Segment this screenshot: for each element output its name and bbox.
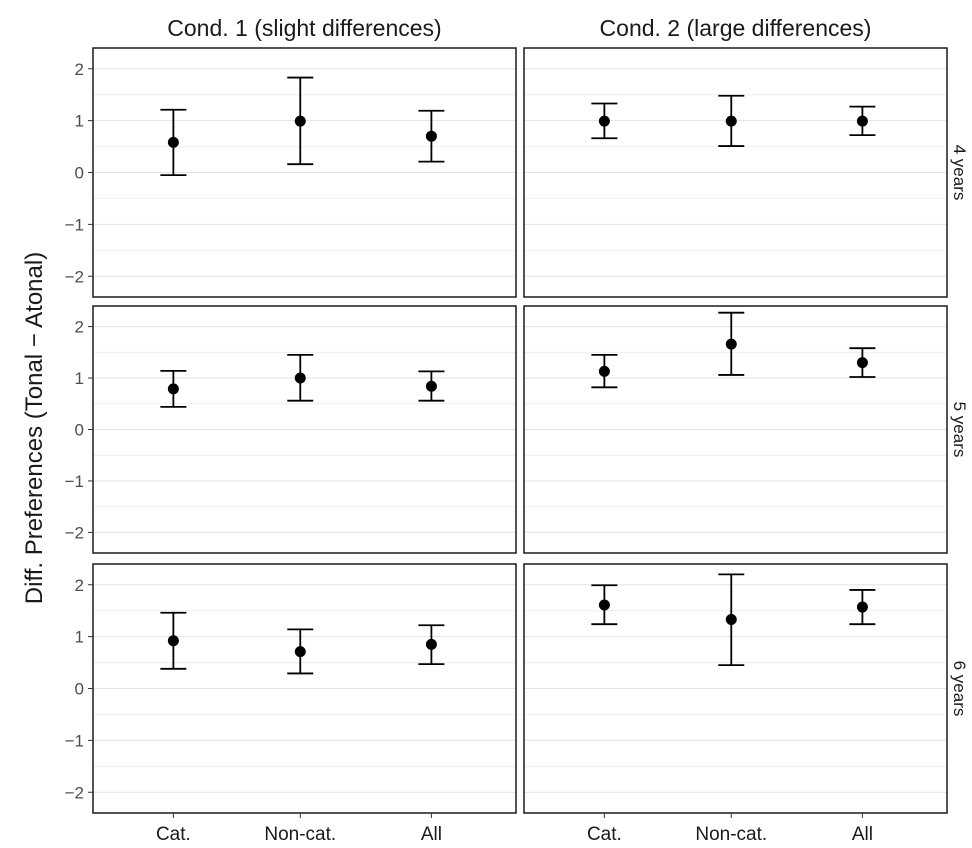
data-point <box>856 601 868 613</box>
y-tick-label: 1 <box>75 628 84 647</box>
data-point <box>598 115 610 127</box>
data-point <box>167 635 179 647</box>
data-point <box>294 646 306 658</box>
y-tick-label: 2 <box>75 60 84 79</box>
panel-r2-c1 <box>92 305 517 554</box>
data-point <box>598 599 610 611</box>
y-axis-ticks: −2 −1 0 1 2 −2 −1 0 1 2 −2 −1 0 1 2 <box>65 60 93 802</box>
data-point <box>856 357 868 369</box>
y-tick-label: 2 <box>75 318 84 337</box>
panel-frame <box>523 563 948 814</box>
data-point <box>725 338 737 350</box>
row-strip-2: 5 years <box>950 402 969 458</box>
panel-frame <box>523 305 948 554</box>
y-tick-label: 1 <box>75 112 84 131</box>
row-strip-1: 4 years <box>950 145 969 201</box>
series-r3-c1 <box>160 611 445 675</box>
y-tick-label: 0 <box>75 164 84 183</box>
panel-frame <box>523 47 948 298</box>
y-tick-label: −2 <box>65 267 84 286</box>
column-strip-labels: Cond. 1 (slight differences) Cond. 2 (lar… <box>167 15 871 41</box>
data-point <box>167 136 179 148</box>
panels <box>92 47 948 814</box>
data-point <box>725 614 737 626</box>
row-strip-3: 6 years <box>950 661 969 717</box>
y-tick-label: −1 <box>65 472 84 491</box>
y-tick-label: −1 <box>65 731 84 750</box>
panel-r1-c2 <box>523 47 948 298</box>
y-tick-label: 2 <box>75 576 84 595</box>
data-point <box>294 372 306 384</box>
data-point <box>294 115 306 127</box>
y-tick-label: −2 <box>65 783 84 802</box>
y-tick-label: −1 <box>65 215 84 234</box>
data-point <box>425 130 437 142</box>
y-tick-label: 0 <box>75 680 84 699</box>
column-strip-2: Cond. 2 (large differences) <box>600 15 872 41</box>
panel-r1-c1 <box>92 47 517 298</box>
y-axis-title: Diff. Preferences (Tonal − Atonal) <box>21 252 48 604</box>
x-tick-label: Non-cat. <box>264 824 336 845</box>
data-point <box>425 380 437 392</box>
series-r1-c2 <box>591 94 876 147</box>
series-r2-c1 <box>160 353 445 408</box>
panel-r3-c2 <box>523 563 948 814</box>
x-tick-label: Cat. <box>156 824 191 845</box>
y-tick-label: 0 <box>75 421 84 440</box>
row-strip-labels: 4 years 5 years 6 years <box>950 145 969 717</box>
panel-r3-c1 <box>92 563 517 814</box>
data-point <box>425 638 437 650</box>
data-point <box>725 115 737 127</box>
data-point <box>167 383 179 395</box>
series-r2-c2 <box>591 311 876 389</box>
x-tick-label: All <box>421 824 442 845</box>
series-r1-c1 <box>160 76 445 176</box>
data-point <box>856 115 868 127</box>
x-tick-label: All <box>852 824 873 845</box>
x-axis-ticks: Cat. Non-cat. All Cat. Non-cat. All <box>156 813 873 845</box>
y-tick-label: 1 <box>75 369 84 388</box>
x-tick-label: Non-cat. <box>695 824 767 845</box>
series-r3-c2 <box>591 573 876 667</box>
x-tick-label: Cat. <box>587 824 622 845</box>
column-strip-1: Cond. 1 (slight differences) <box>167 15 441 41</box>
data-point <box>598 365 610 377</box>
y-tick-label: −2 <box>65 523 84 542</box>
